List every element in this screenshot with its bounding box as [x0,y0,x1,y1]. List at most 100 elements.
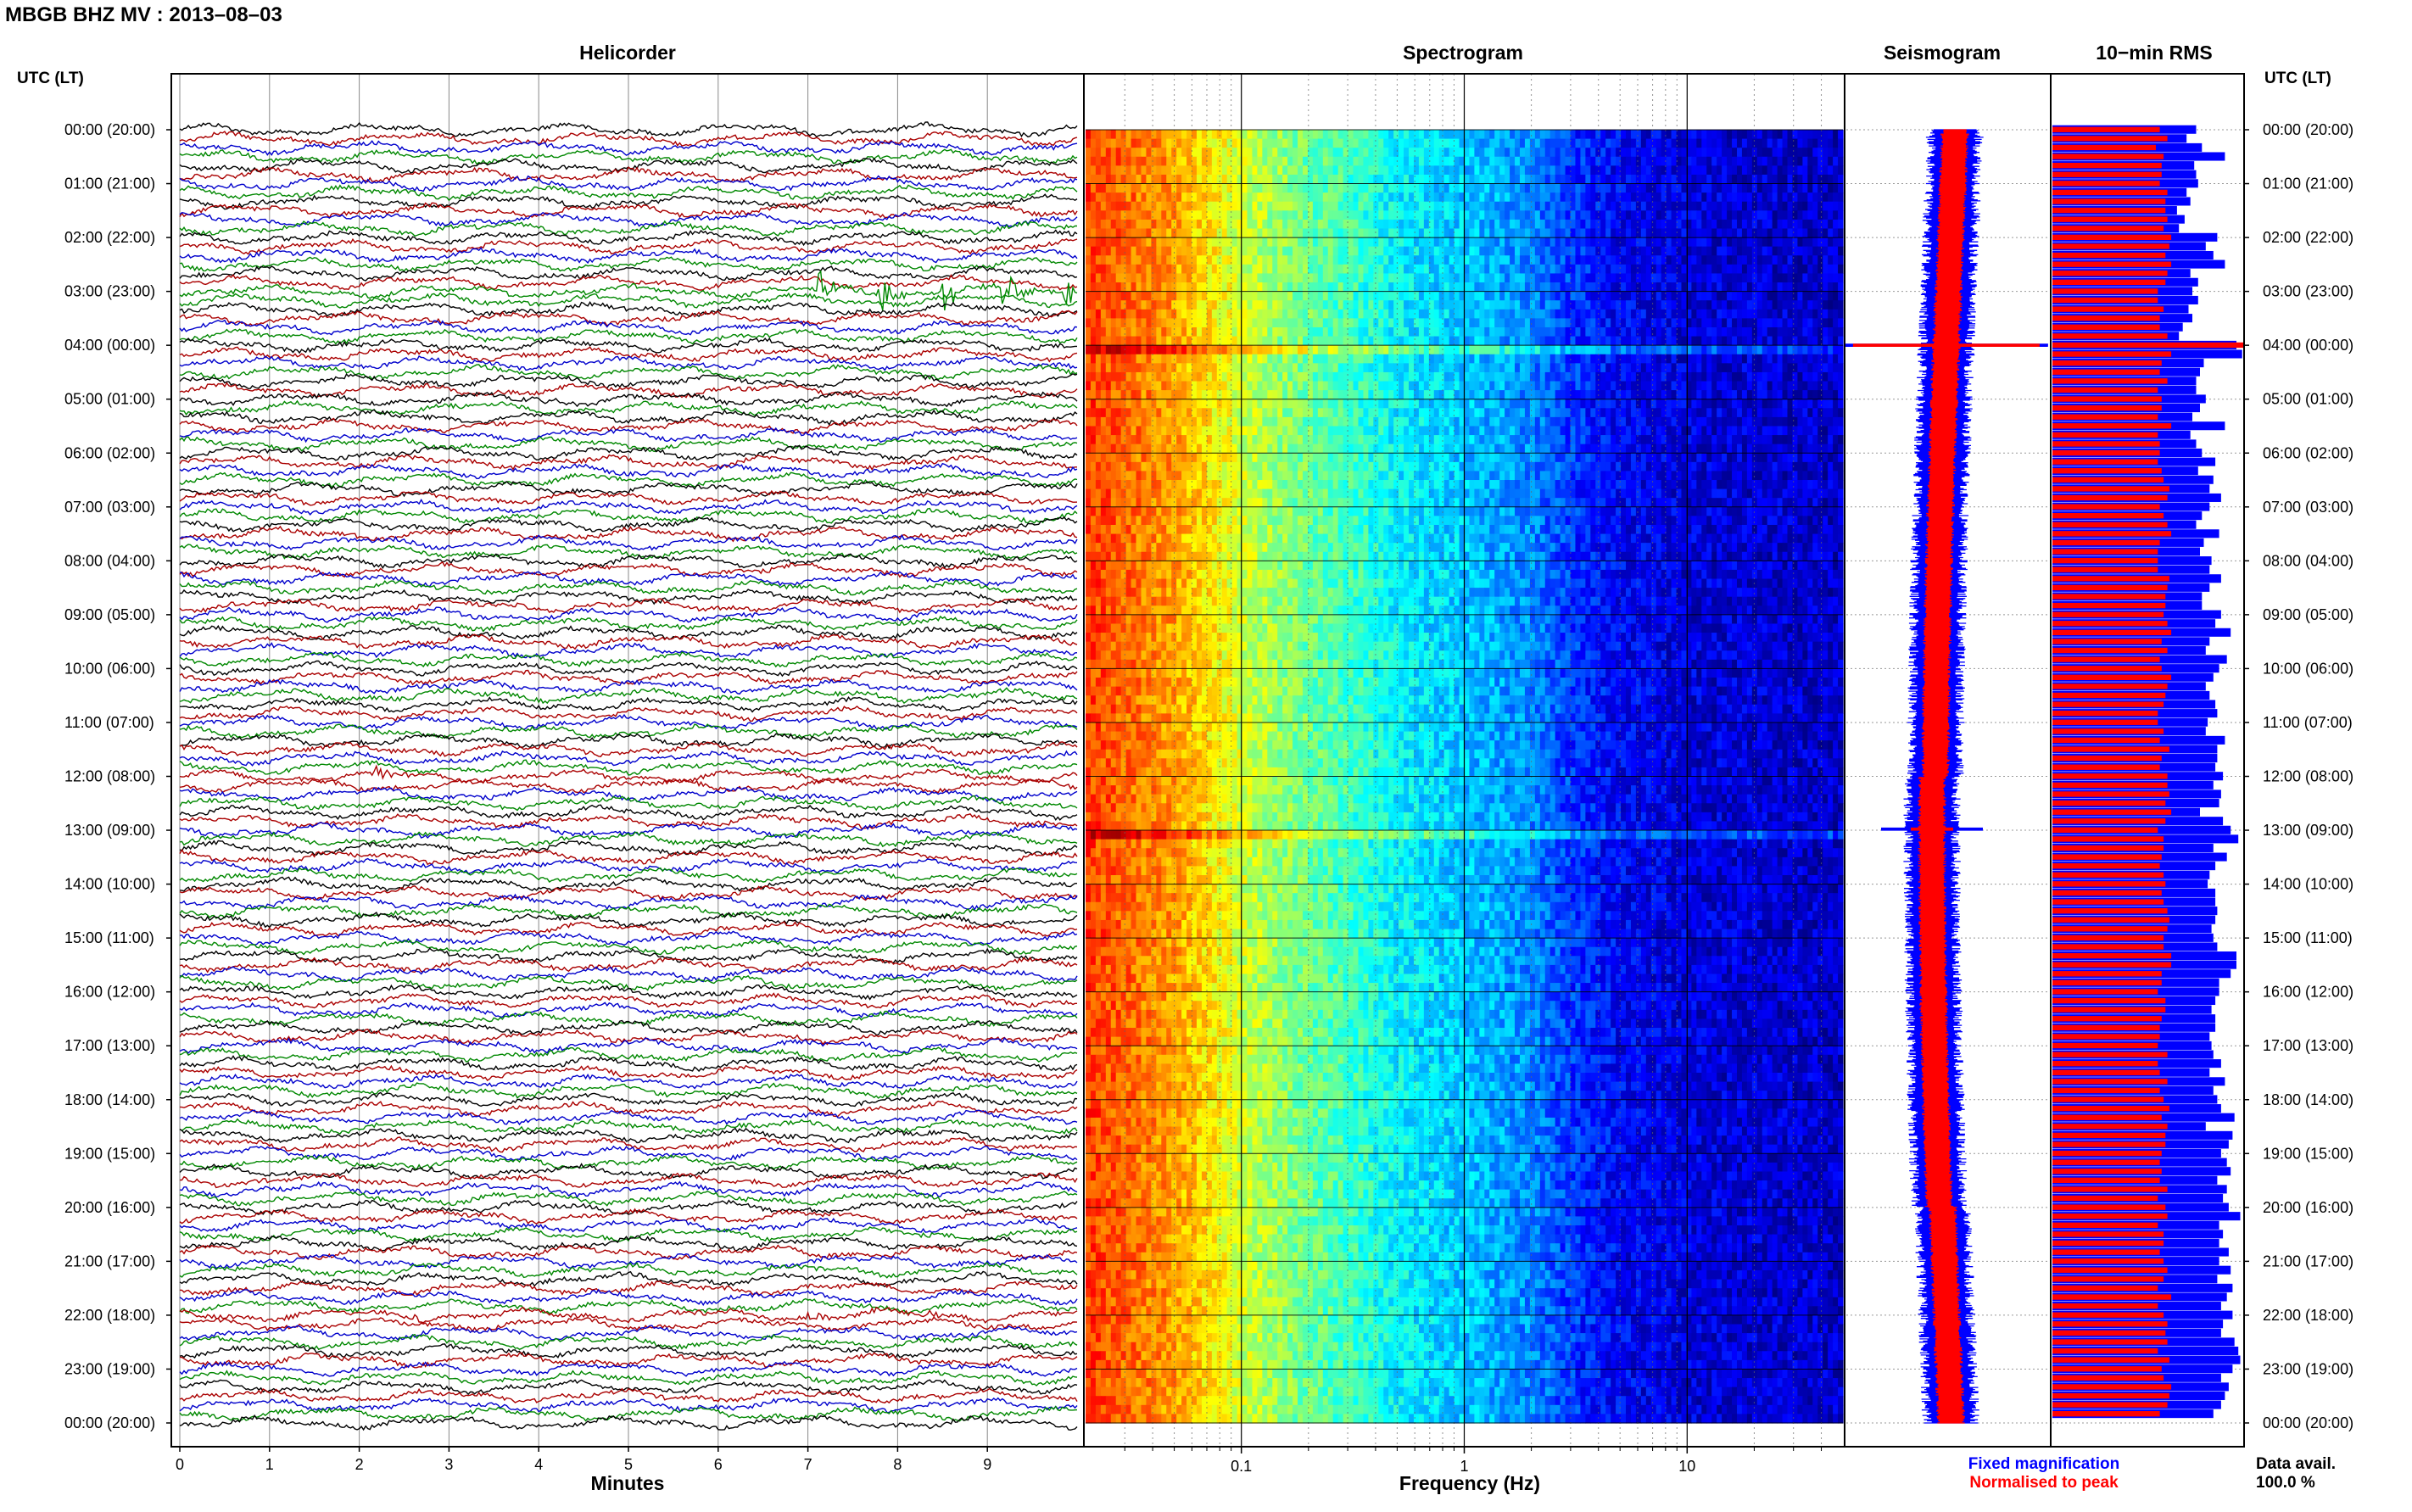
spectrogram-cell [1096,310,1102,319]
spectrogram-cell [1580,363,1586,372]
spectrogram-cell [1136,265,1142,274]
spectrogram-cell [1323,399,1329,409]
spectrogram-cell [1277,192,1283,202]
spectrogram-cell [1717,292,1722,301]
spectrogram-cell [1252,220,1258,229]
spectrogram-cell [1378,345,1384,354]
spectrogram-cell [1151,184,1157,193]
spectrogram-cell [1393,399,1399,409]
spectrogram-cell [1318,390,1324,399]
spectrogram-cell [1086,292,1092,301]
spectrogram-cell [1156,175,1162,184]
spectrogram-cell [1515,399,1521,409]
spectrogram-cell [1404,228,1410,237]
spectrogram-cell [1550,390,1556,399]
spectrogram-cell [1494,300,1500,310]
spectrogram-cell [1454,292,1460,301]
spectrogram-cell [1727,310,1733,319]
spectrogram-cell [1773,265,1778,274]
spectrogram-cell [1762,382,1768,391]
spectrogram-cell [1277,175,1283,184]
spectrogram-cell [1727,255,1733,265]
spectrogram-cell [1399,292,1404,301]
spectrogram-cell [1212,318,1218,327]
spectrogram-cell [1651,399,1657,409]
spectrogram-cell [1151,265,1157,274]
spectrogram-cell [1328,282,1334,292]
spectrogram-cell [1742,265,1748,274]
spectrogram-cell [1828,327,1834,337]
spectrogram-cell [1681,345,1687,354]
spectrogram-cell [1747,399,1753,409]
spectrogram-cell [1585,157,1591,166]
spectrogram-cell [1722,228,1728,237]
spectrogram-cell [1131,130,1137,139]
spectrogram-cell [1232,354,1238,364]
spectrogram-cell [1101,390,1107,399]
spectrogram-cell [1465,372,1471,382]
spectrogram-cell [1262,363,1268,372]
spectrogram-cell [1156,282,1162,292]
spectrogram-cell [1181,273,1187,282]
spectrogram-cell [1197,148,1203,157]
spectrogram-cell [1505,265,1510,274]
spectrogram-cell [1626,175,1632,184]
spectrogram-cell [1166,382,1172,391]
spectrogram-cell [1605,390,1611,399]
spectrogram-cell [1267,282,1273,292]
spectrogram-cell [1807,157,1813,166]
spectrogram-cell [1222,354,1228,364]
spectrogram-cell [1444,130,1450,139]
spectrogram-cell [1575,282,1581,292]
spectrogram-cell [1525,184,1531,193]
spectrogram-cell [1479,292,1485,301]
spectrogram-cell [1086,237,1092,247]
spectrogram-cell [1419,310,1425,319]
spectrogram-cell [1409,292,1415,301]
spectrogram-cell [1561,399,1566,409]
spectrogram-cell [1636,184,1642,193]
spectrogram-cell [1489,327,1495,337]
spectrogram-cell [1817,337,1823,346]
spectrogram-cell [1585,372,1591,382]
spectrogram-cell [1762,157,1768,166]
spectrogram-cell [1626,345,1632,354]
spectrogram-cell [1706,363,1712,372]
spectrogram-cell [1383,345,1389,354]
spectrogram-cell [1636,237,1642,247]
spectrogram-cell [1354,175,1360,184]
spectrogram-cell [1621,282,1627,292]
spectrogram-cell [1318,237,1324,247]
spectrogram-cell [1388,363,1394,372]
spectrogram-cell [1561,382,1566,391]
spectrogram-cell [1328,292,1334,301]
spectrogram-cell [1262,237,1268,247]
spectrogram-cell [1479,220,1485,229]
spectrogram-cell [1717,220,1722,229]
spectrogram-cell [1323,148,1329,157]
spectrogram-cell [1388,318,1394,327]
spectrogram-cell [1742,148,1748,157]
spectrogram-cell [1823,273,1829,282]
spectrogram-cell [1293,265,1298,274]
spectrogram-cell [1287,318,1293,327]
spectrogram-cell [1566,130,1572,139]
spectrogram-cell [1833,310,1839,319]
spectrogram-cell [1227,247,1233,256]
spectrogram-cell [1737,247,1743,256]
spectrogram-cell [1838,237,1844,247]
spectrogram-cell [1550,265,1556,274]
spectrogram-cell [1116,310,1122,319]
spectrogram-cell [1166,282,1172,292]
spectrogram-cell [1358,192,1364,202]
spectrogram-cell [1454,148,1460,157]
spectrogram-cell [1646,184,1652,193]
spectrogram-cell [1667,382,1672,391]
minute-tick-label: 6 [714,1456,723,1473]
spectrogram-cell [1106,157,1112,166]
spectrogram-cell [1333,228,1339,237]
spectrogram-cell [1212,148,1218,157]
spectrogram-cell [1621,337,1627,346]
spectrogram-cell [1545,399,1551,409]
spectrogram-cell [1378,408,1384,417]
